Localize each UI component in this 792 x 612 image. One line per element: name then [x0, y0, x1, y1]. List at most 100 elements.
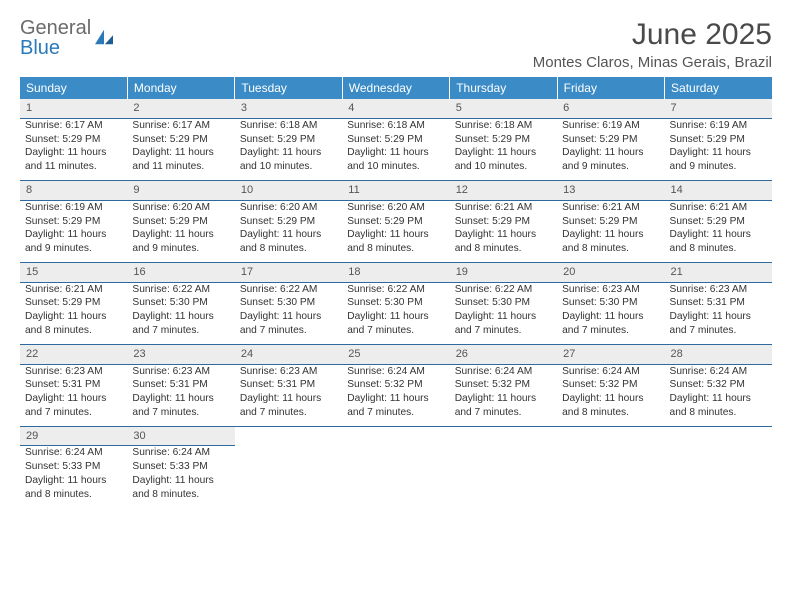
day-detail-cell: Sunrise: 6:20 AMSunset: 5:29 PMDaylight:… [235, 200, 342, 262]
daylight-text: Daylight: 11 hours and 10 minutes. [347, 146, 444, 174]
sunrise-text: Sunrise: 6:21 AM [455, 201, 552, 215]
sunrise-text: Sunrise: 6:17 AM [132, 119, 229, 133]
day-number-row: 2930 [20, 426, 772, 446]
daylight-text: Daylight: 11 hours and 7 minutes. [25, 392, 122, 420]
sunrise-text: Sunrise: 6:21 AM [670, 201, 767, 215]
day-number-cell: 15 [20, 262, 127, 282]
daylight-text: Daylight: 11 hours and 7 minutes. [240, 392, 337, 420]
sunset-text: Sunset: 5:29 PM [25, 133, 122, 147]
header-bar: General Blue June 2025 Montes Claros, Mi… [20, 18, 772, 71]
day-detail-row: Sunrise: 6:21 AMSunset: 5:29 PMDaylight:… [20, 282, 772, 344]
daylight-text: Daylight: 11 hours and 9 minutes. [562, 146, 659, 174]
day-number-cell [235, 426, 342, 446]
weekday-header: Tuesday [235, 77, 342, 99]
daylight-text: Daylight: 11 hours and 7 minutes. [455, 392, 552, 420]
day-number-row: 22232425262728 [20, 344, 772, 364]
day-number-cell: 22 [20, 344, 127, 364]
day-detail-cell: Sunrise: 6:21 AMSunset: 5:29 PMDaylight:… [20, 282, 127, 344]
sunrise-text: Sunrise: 6:20 AM [240, 201, 337, 215]
day-number-cell: 29 [20, 426, 127, 446]
day-number-cell: 10 [235, 180, 342, 200]
sunrise-text: Sunrise: 6:18 AM [455, 119, 552, 133]
sunset-text: Sunset: 5:29 PM [455, 215, 552, 229]
weekday-header: Saturday [665, 77, 772, 99]
day-number-cell: 23 [127, 344, 234, 364]
day-number-cell: 9 [127, 180, 234, 200]
daylight-text: Daylight: 11 hours and 7 minutes. [347, 310, 444, 338]
daylight-text: Daylight: 11 hours and 8 minutes. [455, 228, 552, 256]
day-number-cell: 18 [342, 262, 449, 282]
logo-word-2: Blue [20, 37, 60, 59]
weekday-header: Wednesday [342, 77, 449, 99]
sunset-text: Sunset: 5:29 PM [132, 215, 229, 229]
day-detail-cell: Sunrise: 6:23 AMSunset: 5:31 PMDaylight:… [127, 364, 234, 426]
sunset-text: Sunset: 5:29 PM [670, 215, 767, 229]
sunrise-text: Sunrise: 6:23 AM [562, 283, 659, 297]
day-detail-cell [450, 446, 557, 508]
day-detail-cell: Sunrise: 6:24 AMSunset: 5:33 PMDaylight:… [20, 446, 127, 508]
sunrise-text: Sunrise: 6:22 AM [132, 283, 229, 297]
day-number-cell: 14 [665, 180, 772, 200]
sunset-text: Sunset: 5:29 PM [132, 133, 229, 147]
sunset-text: Sunset: 5:29 PM [240, 133, 337, 147]
sunrise-text: Sunrise: 6:19 AM [670, 119, 767, 133]
day-detail-cell: Sunrise: 6:19 AMSunset: 5:29 PMDaylight:… [557, 118, 664, 180]
day-number-cell: 8 [20, 180, 127, 200]
day-detail-cell: Sunrise: 6:21 AMSunset: 5:29 PMDaylight:… [665, 200, 772, 262]
daylight-text: Daylight: 11 hours and 7 minutes. [132, 392, 229, 420]
day-detail-cell: Sunrise: 6:17 AMSunset: 5:29 PMDaylight:… [127, 118, 234, 180]
day-number-cell: 17 [235, 262, 342, 282]
sunrise-text: Sunrise: 6:20 AM [347, 201, 444, 215]
day-detail-cell: Sunrise: 6:18 AMSunset: 5:29 PMDaylight:… [235, 118, 342, 180]
day-detail-cell: Sunrise: 6:22 AMSunset: 5:30 PMDaylight:… [235, 282, 342, 344]
day-detail-cell [557, 446, 664, 508]
sunrise-text: Sunrise: 6:21 AM [562, 201, 659, 215]
sunrise-text: Sunrise: 6:19 AM [25, 201, 122, 215]
calendar-table: SundayMondayTuesdayWednesdayThursdayFrid… [20, 77, 772, 508]
sunrise-text: Sunrise: 6:24 AM [347, 365, 444, 379]
day-number-cell: 16 [127, 262, 234, 282]
sunset-text: Sunset: 5:30 PM [562, 296, 659, 310]
day-detail-cell: Sunrise: 6:24 AMSunset: 5:32 PMDaylight:… [342, 364, 449, 426]
sunrise-text: Sunrise: 6:22 AM [347, 283, 444, 297]
sunset-text: Sunset: 5:33 PM [132, 460, 229, 474]
daylight-text: Daylight: 11 hours and 8 minutes. [25, 474, 122, 502]
day-detail-cell: Sunrise: 6:19 AMSunset: 5:29 PMDaylight:… [665, 118, 772, 180]
page-title: June 2025 [533, 18, 772, 52]
day-number-cell: 1 [20, 99, 127, 118]
sunset-text: Sunset: 5:29 PM [347, 133, 444, 147]
daylight-text: Daylight: 11 hours and 8 minutes. [670, 228, 767, 256]
day-number-cell: 25 [342, 344, 449, 364]
day-detail-cell: Sunrise: 6:22 AMSunset: 5:30 PMDaylight:… [450, 282, 557, 344]
day-detail-row: Sunrise: 6:23 AMSunset: 5:31 PMDaylight:… [20, 364, 772, 426]
daylight-text: Daylight: 11 hours and 8 minutes. [562, 392, 659, 420]
sunset-text: Sunset: 5:31 PM [25, 378, 122, 392]
sunset-text: Sunset: 5:29 PM [25, 215, 122, 229]
sunset-text: Sunset: 5:31 PM [240, 378, 337, 392]
day-detail-cell [665, 446, 772, 508]
day-number-cell: 21 [665, 262, 772, 282]
daylight-text: Daylight: 11 hours and 7 minutes. [347, 392, 444, 420]
day-number-row: 15161718192021 [20, 262, 772, 282]
day-detail-cell [235, 446, 342, 508]
daylight-text: Daylight: 11 hours and 10 minutes. [455, 146, 552, 174]
sunset-text: Sunset: 5:30 PM [455, 296, 552, 310]
day-detail-cell: Sunrise: 6:18 AMSunset: 5:29 PMDaylight:… [450, 118, 557, 180]
day-detail-cell: Sunrise: 6:21 AMSunset: 5:29 PMDaylight:… [450, 200, 557, 262]
daylight-text: Daylight: 11 hours and 8 minutes. [562, 228, 659, 256]
day-number-cell: 19 [450, 262, 557, 282]
sunset-text: Sunset: 5:29 PM [455, 133, 552, 147]
sunrise-text: Sunrise: 6:24 AM [455, 365, 552, 379]
day-detail-cell: Sunrise: 6:23 AMSunset: 5:30 PMDaylight:… [557, 282, 664, 344]
sunset-text: Sunset: 5:29 PM [240, 215, 337, 229]
day-number-cell: 2 [127, 99, 234, 118]
day-detail-cell: Sunrise: 6:21 AMSunset: 5:29 PMDaylight:… [557, 200, 664, 262]
weekday-header: Monday [127, 77, 234, 99]
day-number-cell: 12 [450, 180, 557, 200]
daylight-text: Daylight: 11 hours and 7 minutes. [240, 310, 337, 338]
day-number-cell: 5 [450, 99, 557, 118]
title-block: June 2025 Montes Claros, Minas Gerais, B… [533, 18, 772, 71]
day-detail-cell: Sunrise: 6:20 AMSunset: 5:29 PMDaylight:… [342, 200, 449, 262]
day-number-row: 1234567 [20, 99, 772, 118]
day-detail-cell [342, 446, 449, 508]
